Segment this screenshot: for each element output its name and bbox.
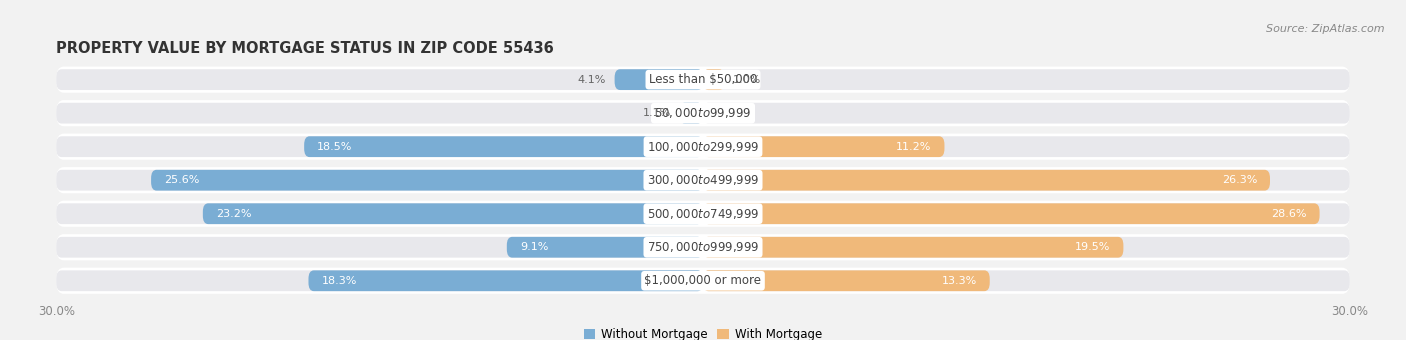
FancyBboxPatch shape [703, 203, 1350, 224]
FancyBboxPatch shape [56, 134, 1350, 160]
FancyBboxPatch shape [679, 103, 703, 123]
Text: 25.6%: 25.6% [165, 175, 200, 185]
Text: 19.5%: 19.5% [1076, 242, 1111, 252]
FancyBboxPatch shape [56, 203, 703, 224]
Text: 18.3%: 18.3% [322, 276, 357, 286]
FancyBboxPatch shape [703, 270, 990, 291]
Text: PROPERTY VALUE BY MORTGAGE STATUS IN ZIP CODE 55436: PROPERTY VALUE BY MORTGAGE STATUS IN ZIP… [56, 41, 554, 56]
FancyBboxPatch shape [703, 237, 1350, 258]
FancyBboxPatch shape [150, 170, 703, 191]
Text: 1.1%: 1.1% [643, 108, 671, 118]
FancyBboxPatch shape [56, 237, 703, 258]
FancyBboxPatch shape [202, 203, 703, 224]
Text: $750,000 to $999,999: $750,000 to $999,999 [647, 240, 759, 254]
FancyBboxPatch shape [506, 237, 703, 258]
Text: 9.1%: 9.1% [520, 242, 548, 252]
FancyBboxPatch shape [56, 136, 703, 157]
Text: $300,000 to $499,999: $300,000 to $499,999 [647, 173, 759, 187]
Text: $500,000 to $749,999: $500,000 to $749,999 [647, 207, 759, 221]
Text: $100,000 to $299,999: $100,000 to $299,999 [647, 140, 759, 154]
FancyBboxPatch shape [703, 237, 1123, 258]
FancyBboxPatch shape [56, 201, 1350, 227]
Text: $50,000 to $99,999: $50,000 to $99,999 [654, 106, 752, 120]
Text: 4.1%: 4.1% [578, 75, 606, 85]
FancyBboxPatch shape [703, 203, 1320, 224]
FancyBboxPatch shape [703, 69, 1350, 90]
Legend: Without Mortgage, With Mortgage: Without Mortgage, With Mortgage [579, 323, 827, 340]
FancyBboxPatch shape [56, 234, 1350, 260]
Text: 18.5%: 18.5% [318, 142, 353, 152]
FancyBboxPatch shape [56, 103, 703, 123]
FancyBboxPatch shape [703, 170, 1350, 191]
FancyBboxPatch shape [703, 103, 1350, 123]
FancyBboxPatch shape [703, 69, 724, 90]
Text: 26.3%: 26.3% [1222, 175, 1257, 185]
FancyBboxPatch shape [56, 268, 1350, 294]
Text: 23.2%: 23.2% [215, 209, 252, 219]
FancyBboxPatch shape [308, 270, 703, 291]
FancyBboxPatch shape [304, 136, 703, 157]
FancyBboxPatch shape [703, 270, 1350, 291]
FancyBboxPatch shape [56, 270, 703, 291]
Text: 1.0%: 1.0% [733, 75, 762, 85]
FancyBboxPatch shape [614, 69, 703, 90]
Text: 28.6%: 28.6% [1271, 209, 1306, 219]
FancyBboxPatch shape [56, 69, 703, 90]
Text: 13.3%: 13.3% [942, 276, 977, 286]
Text: 11.2%: 11.2% [896, 142, 932, 152]
FancyBboxPatch shape [703, 136, 1350, 157]
Text: Less than $50,000: Less than $50,000 [648, 73, 758, 86]
FancyBboxPatch shape [56, 67, 1350, 93]
FancyBboxPatch shape [56, 167, 1350, 193]
FancyBboxPatch shape [703, 136, 945, 157]
Text: Source: ZipAtlas.com: Source: ZipAtlas.com [1267, 24, 1385, 34]
Text: $1,000,000 or more: $1,000,000 or more [644, 274, 762, 287]
FancyBboxPatch shape [703, 170, 1270, 191]
FancyBboxPatch shape [56, 170, 703, 191]
FancyBboxPatch shape [56, 100, 1350, 126]
